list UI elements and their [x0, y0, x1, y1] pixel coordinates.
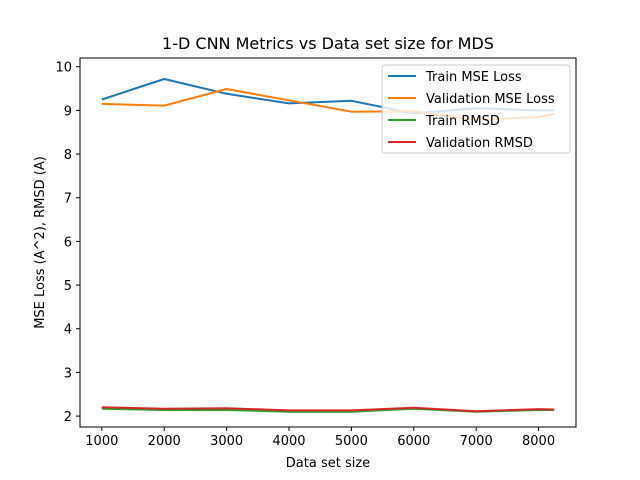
legend-label: Train RMSD [425, 114, 500, 129]
x-tick-label: 7000 [460, 434, 493, 449]
x-tick-label: 4000 [272, 434, 305, 449]
x-tick-label: 3000 [210, 434, 243, 449]
x-axis-ticks: 1000 2000 3000 4000 5000 6000 7000 8000 [85, 427, 555, 449]
legend-label: Validation RMSD [426, 136, 533, 151]
legend-label: Validation MSE Loss [426, 92, 555, 107]
x-tick-label: 2000 [148, 434, 181, 449]
x-tick-label: 5000 [335, 434, 368, 449]
y-tick-label: 2 [64, 410, 72, 425]
x-tick-label: 8000 [522, 434, 555, 449]
chart-title: 1-D CNN Metrics vs Data set size for MDS [162, 34, 494, 53]
legend-box [381, 64, 571, 154]
y-axis-label: MSE Loss (A^2), RMSD (A) [33, 156, 48, 329]
legend: Train MSE Loss Validation MSE Loss Train R… [381, 64, 571, 154]
series-line-validation-rmsd [101, 406, 555, 413]
y-tick-label: 10 [55, 61, 72, 76]
x-tick-label: 1000 [85, 434, 118, 449]
legend-label: Train MSE Loss [425, 70, 522, 85]
x-axis-label: Data set size [286, 456, 370, 471]
legend-items: Train MSE Loss Validation MSE Loss Train R… [388, 70, 555, 151]
y-tick-label: 4 [64, 323, 72, 338]
y-tick-label: 9 [64, 104, 72, 119]
y-tick-label: 8 [64, 148, 72, 163]
y-tick-label: 3 [64, 366, 72, 381]
y-tick-label: 5 [64, 279, 72, 294]
y-axis-ticks: 2 3 4 5 6 7 8 9 10 [55, 61, 80, 425]
x-tick-label: 6000 [397, 434, 430, 449]
y-tick-label: 6 [64, 235, 72, 250]
y-tick-label: 7 [64, 192, 72, 207]
plot-frame [79, 57, 577, 428]
